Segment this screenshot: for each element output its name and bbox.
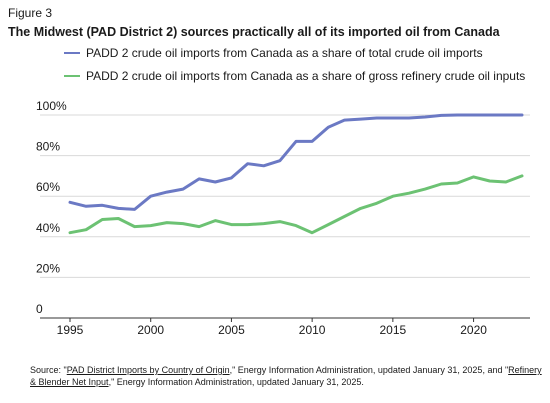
source-prefix: Source: "	[30, 365, 67, 375]
series-lines	[68, 113, 524, 235]
y-tick-label: 20%	[36, 261, 60, 275]
gridlines	[40, 114, 530, 278]
source-link-refinery-input[interactable]: Refinery & Blender Net Input	[30, 365, 542, 387]
legend-swatch-total-imports	[64, 52, 80, 54]
legend-item-refinery-inputs: PADD 2 crude oil imports from Canada as …	[64, 69, 525, 83]
x-tick-label: 1995	[57, 323, 84, 337]
tick-labels: 0 20% 40% 60% 80% 100% 1995 2000 2005 2010 2015 202…	[36, 99, 487, 337]
y-tick-label: 60%	[36, 180, 60, 194]
legend-label-refinery-inputs: PADD 2 crude oil imports from Canada as …	[86, 69, 526, 83]
legend-swatch-refinery-inputs	[64, 75, 80, 77]
legend-item-total-imports: PADD 2 crude oil imports from Canada as …	[64, 46, 483, 60]
x-tick-label: 2015	[380, 323, 407, 337]
series-line-refinery-inputs	[68, 174, 524, 235]
source-middle: ," Energy Information Administration, up…	[229, 365, 509, 375]
figure-label: Figure 3	[8, 6, 53, 20]
x-tick-label: 2000	[137, 323, 164, 337]
y-tick-label: 0	[36, 302, 43, 316]
x-tick-label: 2005	[218, 323, 245, 337]
legend-label-total-imports: PADD 2 crude oil imports from Canada as …	[86, 46, 483, 60]
y-tick-label: 80%	[36, 140, 60, 154]
y-tick-label: 100%	[36, 99, 67, 113]
series-line-total-imports	[68, 113, 524, 211]
source-link-pad-district-imports[interactable]: PAD District Imports by Country of Origi…	[66, 365, 230, 375]
y-tick-label: 40%	[36, 221, 60, 235]
chart-title: The Midwest (PAD District 2) sources pra…	[8, 25, 500, 39]
x-tick-label: 2020	[460, 323, 487, 337]
x-tick-label: 2010	[299, 323, 326, 337]
source-note: Source: "PAD District Imports by Country…	[30, 364, 545, 388]
source-suffix: ," Energy Information Administration, up…	[108, 377, 364, 387]
axes	[40, 317, 530, 322]
